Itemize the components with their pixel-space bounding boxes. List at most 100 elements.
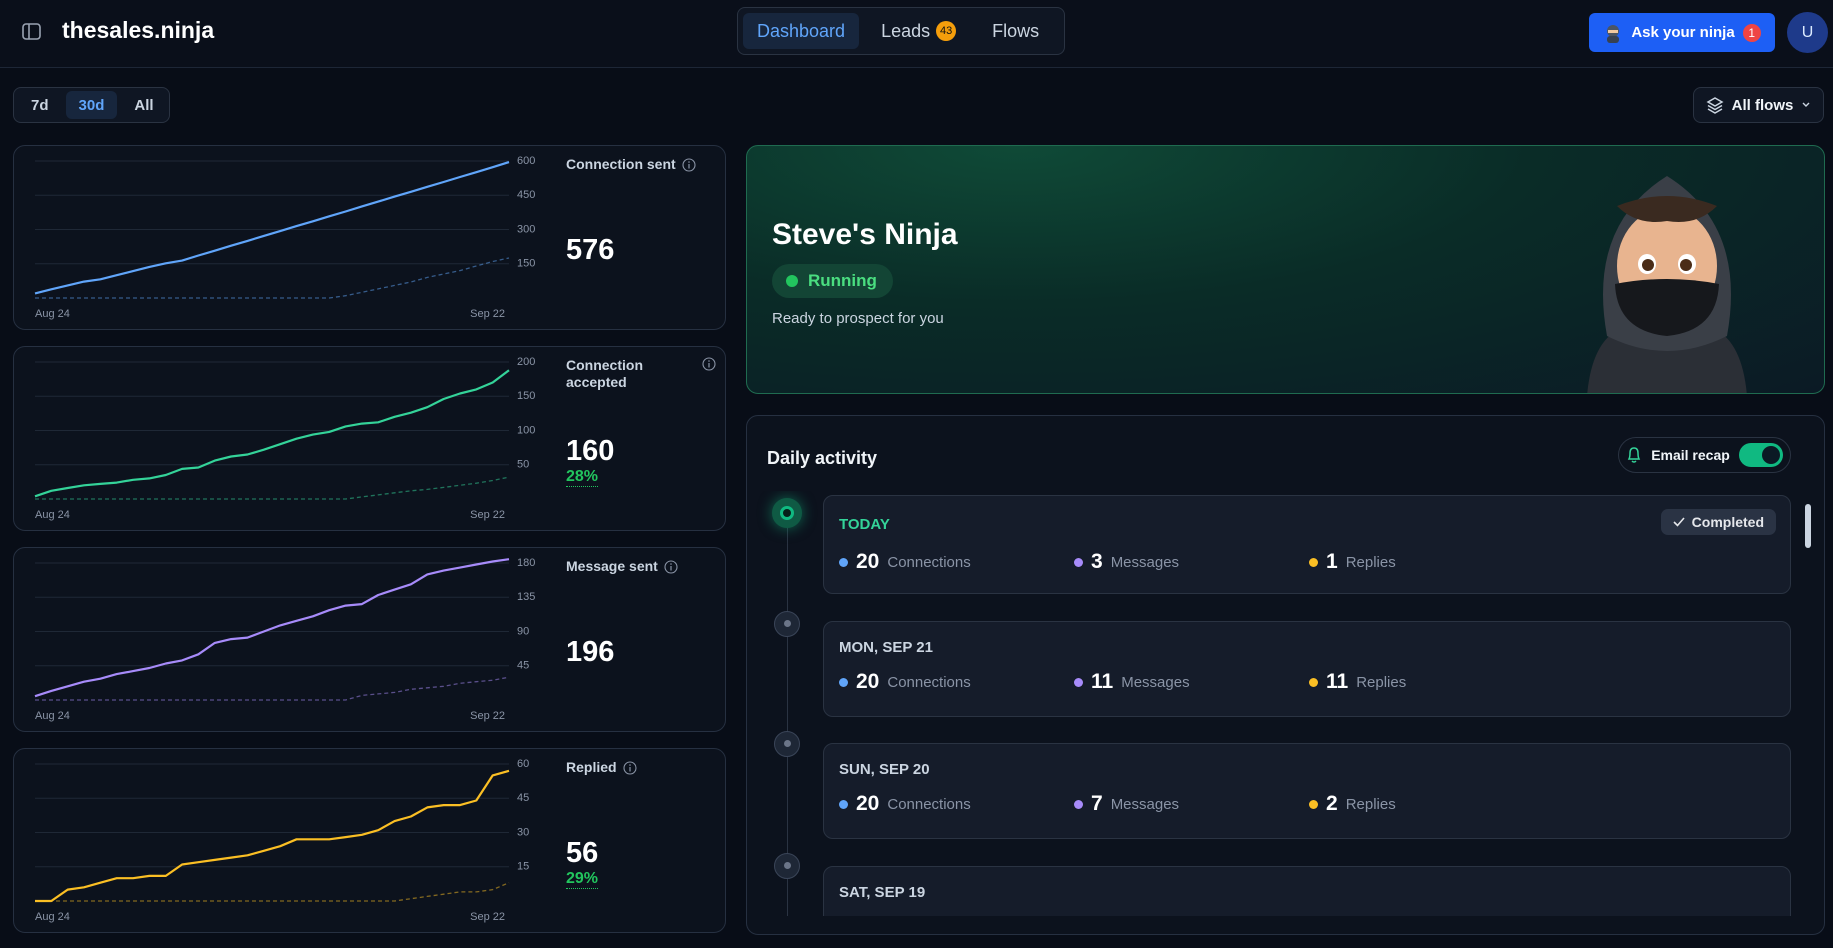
- timeline-dot: [774, 731, 800, 757]
- stat-label: Connections: [887, 553, 971, 571]
- x-tick-label: Aug 24: [35, 911, 70, 923]
- stat-label: Connections: [887, 673, 971, 691]
- stat-label: Messages: [1110, 795, 1180, 813]
- range-option[interactable]: 30d: [65, 91, 118, 119]
- stat-label: Messages: [1110, 553, 1180, 571]
- nav-item[interactable]: Flows: [978, 13, 1053, 49]
- day-stat: 7 Messages: [1074, 792, 1179, 816]
- metric-head: Message sent: [566, 558, 716, 575]
- info-icon: [682, 157, 696, 172]
- previous-line: [35, 476, 510, 500]
- flows-select[interactable]: All flows: [1693, 87, 1824, 123]
- range-option[interactable]: 7d: [31, 96, 49, 114]
- y-tick-label: 60: [517, 758, 529, 770]
- metric-card: 15 30 45 60 Aug 24 Sep 22 Replied 56 29%: [13, 748, 726, 933]
- day-card: SAT, SEP 19: [823, 866, 1791, 916]
- avatar[interactable]: U: [1787, 12, 1828, 53]
- check-icon: [1673, 517, 1685, 527]
- y-tick-label: 50: [517, 459, 529, 471]
- nav-item[interactable]: Leads 43: [867, 13, 970, 49]
- status-label: Completed: [1691, 514, 1764, 530]
- metric-card: 150 300 450 600 Aug 24 Sep 22 Connection sent 5…: [13, 145, 726, 330]
- stat-value: 20: [856, 550, 880, 573]
- day-stat: 1 Replies: [1309, 550, 1396, 574]
- metric-value: 160: [566, 435, 615, 467]
- ask-button[interactable]: Ask your ninja 1: [1589, 13, 1775, 52]
- stat-dot: [1309, 799, 1318, 809]
- day-stat: 11 Messages: [1074, 670, 1190, 694]
- stat-value: 1: [1326, 550, 1338, 573]
- stat-label: Replies: [1345, 795, 1396, 813]
- x-tick-label: Sep 22: [470, 710, 505, 722]
- activity-title: Daily activity: [767, 448, 878, 468]
- ask-badge: 1: [1742, 23, 1761, 42]
- nav: Dashboard Leads 43 Flows: [737, 7, 1065, 55]
- metric-title-row: Connection accepted: [566, 357, 678, 391]
- x-tick-label: Sep 22: [470, 509, 505, 521]
- ask-label: Ask your ninja: [1631, 24, 1735, 41]
- metric-chart: 15 30 45 60 Aug 24 Sep 22: [35, 758, 529, 923]
- previous-line: [35, 882, 510, 902]
- y-tick-label: 450: [517, 189, 535, 201]
- previous-line: [35, 257, 510, 299]
- day-stat: 20 Connections: [839, 550, 971, 574]
- stat-value: 3: [1091, 550, 1103, 573]
- stat-value: 11: [1091, 670, 1114, 693]
- y-tick-label: 15: [517, 861, 529, 873]
- stat-dot: [1074, 677, 1083, 687]
- stat-label: Connections: [887, 795, 971, 813]
- status-pill: Running: [772, 264, 893, 298]
- bell-icon: [1627, 447, 1641, 463]
- metric-title: Replied: [566, 759, 617, 775]
- y-tick-label: 150: [517, 258, 535, 270]
- stat-dot: [1309, 677, 1318, 687]
- metric-chart: 45 90 135 180 Aug 24 Sep 22: [34, 557, 535, 722]
- y-tick-label: 300: [517, 223, 535, 235]
- stat-dot: [839, 557, 848, 567]
- ninja-name: Steve's Ninja: [772, 218, 958, 251]
- day-stat: 2 Replies: [1309, 792, 1396, 816]
- x-tick-label: Sep 22: [470, 911, 505, 923]
- metric-value: 56: [566, 837, 599, 869]
- nav-item[interactable]: Dashboard: [743, 13, 860, 49]
- y-tick-label: 200: [517, 356, 535, 368]
- stat-dot: [1309, 557, 1318, 567]
- metric-card: 45 90 135 180 Aug 24 Sep 22 Message sent 196: [13, 547, 726, 732]
- flows-label: All flows: [1731, 96, 1794, 114]
- stat-value: 11: [1326, 670, 1349, 693]
- scrollbar[interactable]: [1805, 504, 1811, 548]
- metric-card: 50 100 150 200 Aug 24 Sep 22 Connection accept…: [13, 346, 726, 531]
- status: Running: [808, 271, 877, 290]
- metric-line: [34, 161, 510, 295]
- day-card: TODAY Completed 20 Connections 3 Messages 1 Rep…: [823, 495, 1791, 594]
- metric-head: Connection sent: [566, 156, 716, 173]
- nav-badge: 43: [936, 21, 957, 41]
- info-icon: [664, 559, 678, 574]
- brand: thesales.ninja: [62, 17, 215, 43]
- day-date: MON, SEP 21: [839, 639, 933, 656]
- stat-dot: [839, 677, 848, 687]
- x-tick-label: Sep 22: [470, 308, 505, 320]
- metric-head: Replied: [566, 759, 716, 776]
- y-tick-label: 150: [517, 390, 535, 402]
- header: thesales.ninja Dashboard Leads 43 Flows Ask…: [0, 0, 1833, 68]
- y-tick-label: 45: [517, 792, 529, 804]
- layers-icon: [1706, 97, 1724, 114]
- day-date: TODAY: [839, 516, 890, 533]
- y-tick-label: 90: [517, 625, 529, 637]
- toggle[interactable]: [1738, 443, 1783, 467]
- day-stat: 3 Messages: [1074, 550, 1179, 574]
- day-date: SAT, SEP 19: [839, 884, 926, 901]
- range-filter: 7d 30d All: [13, 87, 170, 123]
- chevron: [1802, 102, 1810, 107]
- y-tick-label: 45: [517, 660, 529, 672]
- previous-line: [35, 676, 510, 701]
- range-option[interactable]: All: [134, 96, 154, 114]
- sidebar-toggle[interactable]: [22, 22, 42, 42]
- stat-label: Replies: [1345, 553, 1396, 571]
- ninja-subtitle: Ready to prospect for you: [772, 310, 944, 327]
- metric-line: [34, 558, 510, 698]
- metric-title: Message sent: [566, 558, 658, 574]
- metric-chart: 50 100 150 200 Aug 24 Sep 22: [34, 356, 535, 521]
- stat-dot: [1074, 557, 1083, 567]
